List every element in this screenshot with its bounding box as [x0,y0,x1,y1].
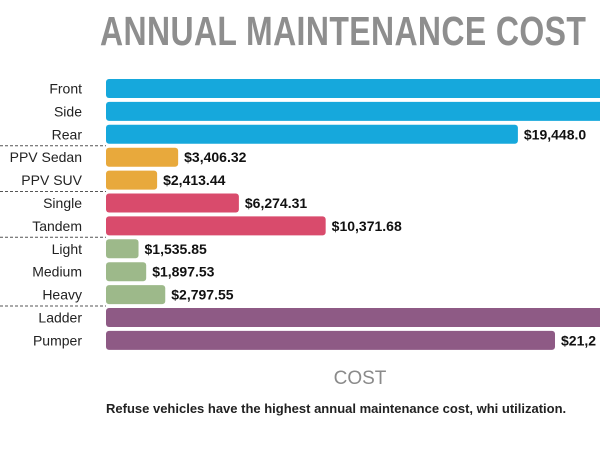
value-label-rear: $19,448.0 [524,126,586,142]
bar-side [106,101,600,121]
category-label-heavy: Heavy [42,287,82,303]
bar-rear [106,124,518,144]
bar-heavy [106,285,166,305]
value-label-pumper: $21,2 [561,332,596,348]
bar-front [106,79,600,98]
value-label-tandem: $10,371.68 [332,218,402,234]
category-label-medium: Medium [32,264,82,280]
category-label-single: Single [43,195,82,211]
bar-light [106,239,139,259]
category-label-pumper: Pumper [33,332,82,348]
bar-ppv-suv [106,170,158,190]
value-label-ppv-sedan: $3,406.32 [184,149,246,165]
category-label-front: Front [49,81,82,97]
bar-single [106,193,239,213]
bar-ppv-sedan [106,147,179,167]
chart-caption: Refuse vehicles have the highest annual … [106,401,567,416]
category-label-light: Light [52,241,82,257]
group-separators [0,145,106,307]
value-labels: $19,448.0 $3,406.32 $2,413.44 $6,274.31 $10,… [145,126,597,348]
value-label-single: $6,274.31 [245,195,307,211]
value-label-heavy: $2,797.55 [171,287,233,303]
x-axis-label: COST [334,368,387,389]
value-label-ppv-suv: $2,413.44 [163,172,225,188]
category-label-ppv-sedan: PPV Sedan [10,149,82,165]
category-label-ladder: Ladder [38,310,82,326]
bar-tandem [106,216,326,236]
category-label-ppv-suv: PPV SUV [21,172,82,188]
value-label-medium: $1,897.53 [152,264,214,280]
category-label-rear: Rear [52,126,83,142]
bar-medium [106,262,147,282]
category-label-tandem: Tandem [32,218,82,234]
category-label-side: Side [54,103,82,119]
chart-title: ANNUAL MAINTENANCE COST [100,8,587,54]
bar-pumper [106,330,555,350]
category-labels: Front Side Rear PPV Sedan PPV SUV Single Tande… [10,81,83,349]
bar-ladder [106,308,600,327]
value-label-light: $1,535.85 [145,241,207,257]
bars [106,79,600,350]
